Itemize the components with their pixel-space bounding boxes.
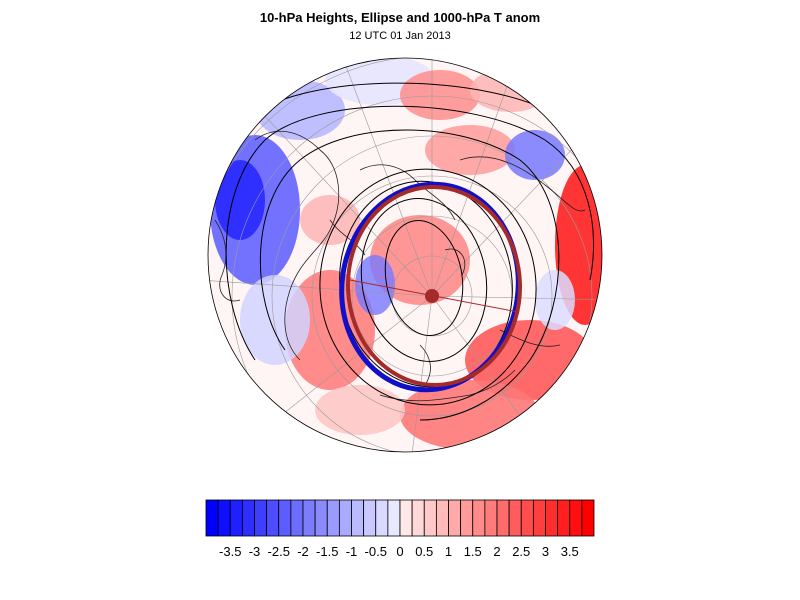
colorbar-box: [484, 499, 498, 537]
colorbar-box: [278, 499, 292, 537]
colorbar-box: [254, 499, 268, 537]
ellipse-blue: [339, 181, 521, 393]
colorbar-box: [581, 499, 595, 537]
ellipse-center: [425, 289, 439, 303]
colorbar-box: [205, 499, 219, 537]
map-title: 10-hPa Heights, Ellipse and 1000-hPa T a…: [259, 10, 541, 25]
colorbar-tick-label: 2: [493, 544, 500, 559]
colorbar-box: [302, 499, 316, 537]
colorbar-tick-label: 3: [542, 544, 549, 559]
ellipse-red: [345, 185, 523, 387]
colorbar-tick-label: 2.5: [512, 544, 530, 559]
colorbar-box: [496, 499, 510, 537]
colorbar-box: [508, 499, 522, 537]
colorbar-box: [217, 499, 231, 537]
colorbar-tick-label: -1.5: [316, 544, 338, 559]
colorbar-box: [326, 499, 340, 537]
colorbar-box: [338, 499, 352, 537]
map-subtitle: 12 UTC 01 Jan 2013: [349, 30, 451, 42]
colorbar-tick-label: 0.5: [415, 544, 433, 559]
colorbar-box: [290, 499, 304, 537]
colorbar-box: [314, 499, 328, 537]
colorbar-box: [435, 499, 449, 537]
colorbar-tick-label: -2.5: [268, 544, 290, 559]
colorbar-tick-label: 3.5: [561, 544, 579, 559]
colorbar-box: [351, 499, 365, 537]
colorbar-tick-label: 1: [445, 544, 452, 559]
polar-map: [207, 57, 603, 453]
colorbar-tick-label: -2: [297, 544, 309, 559]
colorbar-box: [399, 499, 413, 537]
vortex-ellipses: [339, 181, 523, 393]
colorbar-box: [241, 499, 255, 537]
map-boundary: [207, 57, 603, 453]
colorbar-labels: -3.5 -3 -2.5 -2 -1.5 -1 -0.5 0 0.5 1 1.5 2 2.5 3 3.5: [219, 544, 579, 559]
colorbar-box: [460, 499, 474, 537]
colorbar-box: [557, 499, 571, 537]
colorbar-tick-label: 0: [396, 544, 403, 559]
colorbar-tick-label: -1: [346, 544, 358, 559]
colorbar-box: [387, 499, 401, 537]
colorbar-box: [545, 499, 559, 537]
colorbar-boxes: [205, 499, 595, 537]
coastlines: [214, 131, 586, 402]
colorbar: -3.5 -3 -2.5 -2 -1.5 -1 -0.5 0 0.5 1 1.5 2 2.5 3 3.5: [205, 499, 595, 559]
colorbar-box: [363, 499, 377, 537]
colorbar-box: [411, 499, 425, 537]
colorbar-tick-label: -3: [249, 544, 261, 559]
colorbar-box: [569, 499, 583, 537]
colorbar-box: [423, 499, 437, 537]
colorbar-box: [375, 499, 389, 537]
colorbar-box: [532, 499, 546, 537]
colorbar-box: [472, 499, 486, 537]
colorbar-box: [229, 499, 243, 537]
colorbar-box: [448, 499, 462, 537]
colorbar-tick-label: -0.5: [365, 544, 387, 559]
colorbar-tick-label: -3.5: [219, 544, 241, 559]
colorbar-box: [266, 499, 280, 537]
colorbar-box: [520, 499, 534, 537]
colorbar-tick-label: 1.5: [464, 544, 482, 559]
